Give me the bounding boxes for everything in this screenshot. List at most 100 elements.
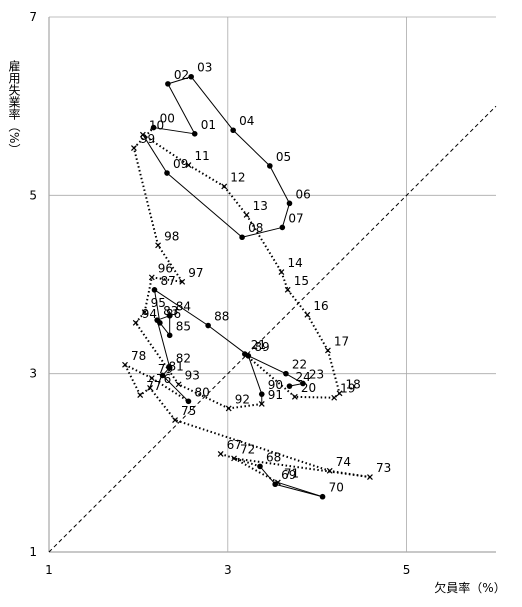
point — [300, 380, 306, 387]
point-label: 22 — [292, 358, 307, 372]
point-label: 80 — [194, 385, 209, 399]
point — [274, 479, 281, 486]
point — [185, 162, 192, 168]
connector — [156, 320, 171, 368]
reference-line — [48, 105, 497, 553]
point-label: 73 — [376, 461, 391, 475]
point — [147, 385, 153, 391]
point-label: 08 — [248, 221, 263, 235]
point-label: 98 — [164, 229, 179, 243]
point — [225, 405, 232, 412]
point-label: 03 — [197, 61, 212, 75]
connector — [247, 355, 263, 395]
point-label: 94 — [142, 307, 157, 321]
connector — [124, 363, 153, 380]
point — [286, 200, 293, 207]
connector — [151, 377, 189, 403]
point — [188, 73, 194, 80]
point — [336, 390, 343, 397]
y-tick-label: 3 — [29, 367, 37, 381]
point-label: 84 — [176, 300, 191, 314]
connector — [174, 419, 331, 472]
y-tick-label: 5 — [29, 188, 37, 202]
point — [325, 347, 331, 354]
point-label: 23 — [309, 367, 324, 381]
point — [148, 274, 155, 281]
point — [243, 212, 250, 218]
point — [185, 398, 192, 405]
y-tick-label: 7 — [29, 10, 37, 24]
point-label: 10 — [149, 119, 164, 133]
point-label: 67 — [227, 438, 242, 452]
point-label: 18 — [346, 377, 361, 391]
point — [166, 332, 173, 339]
point-label: 09 — [173, 157, 188, 171]
point — [157, 320, 163, 326]
point-label: 89 — [254, 340, 269, 354]
connector — [178, 383, 230, 410]
point-label: 92 — [235, 392, 250, 406]
connector — [187, 164, 225, 188]
connector — [149, 387, 176, 421]
point-label: 74 — [336, 455, 351, 469]
connector — [269, 165, 290, 204]
point-label: 88 — [214, 310, 229, 324]
point-label: 86 — [166, 307, 181, 321]
point-label: 71 — [284, 466, 299, 480]
point-label: 70 — [329, 481, 344, 495]
point — [241, 351, 248, 357]
y-axis-label: 雇用失業率（%） — [7, 59, 21, 156]
y-tick-label: 1 — [29, 545, 37, 559]
connector — [281, 203, 290, 228]
point — [139, 131, 146, 138]
point — [279, 224, 286, 231]
point-label: 13 — [253, 199, 268, 213]
point — [191, 131, 198, 137]
connector — [124, 364, 142, 396]
point-label: 05 — [276, 150, 291, 164]
point-label: 14 — [287, 256, 302, 270]
point-label: 15 — [294, 274, 309, 288]
connector — [244, 353, 296, 398]
point — [304, 311, 311, 318]
point — [172, 417, 178, 423]
connector — [142, 134, 168, 174]
connector — [157, 244, 184, 283]
point — [217, 450, 224, 457]
point — [231, 455, 237, 462]
connector — [285, 373, 304, 384]
connector — [166, 172, 243, 238]
connector — [232, 129, 271, 167]
connector — [142, 133, 190, 166]
point-label: 16 — [313, 299, 328, 313]
point-label: 00 — [160, 112, 175, 126]
connector — [190, 76, 234, 131]
point — [122, 361, 128, 368]
x-tick-label: 5 — [403, 563, 411, 577]
point — [284, 286, 291, 293]
connector — [259, 466, 276, 485]
point-label: 04 — [239, 114, 254, 128]
connector — [329, 469, 371, 479]
point — [239, 234, 245, 241]
point — [205, 322, 211, 329]
point-label: 97 — [188, 266, 203, 280]
point — [164, 170, 170, 176]
connector — [220, 452, 261, 468]
point — [155, 242, 161, 249]
connector — [153, 289, 161, 323]
connector — [286, 289, 309, 316]
connector — [277, 481, 323, 498]
connector — [241, 226, 283, 238]
point — [221, 183, 228, 190]
point-label: 75 — [181, 404, 196, 418]
connector — [244, 353, 287, 375]
point — [367, 474, 373, 481]
point-label: 81 — [169, 359, 184, 373]
point-label: 87 — [160, 274, 175, 288]
connector — [280, 271, 289, 291]
point-label: 06 — [295, 187, 310, 201]
point — [326, 467, 333, 474]
